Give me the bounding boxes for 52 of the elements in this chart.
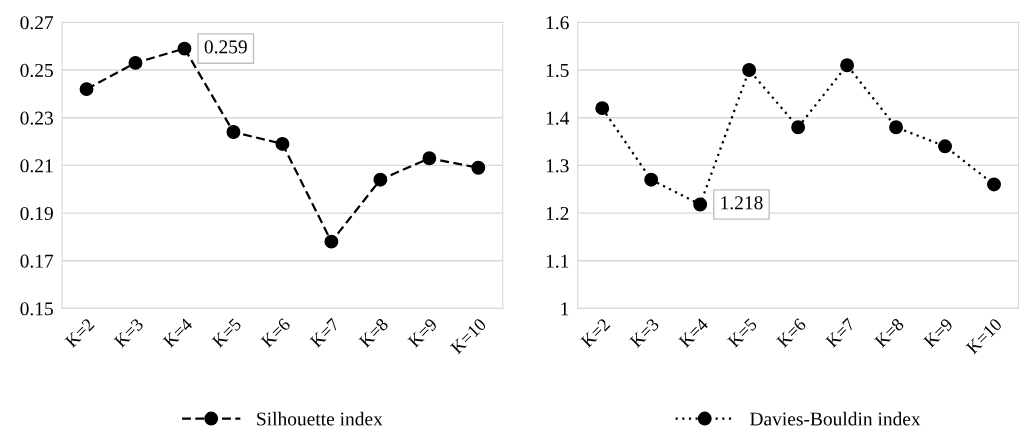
point [177,41,192,56]
y-tick-label: 0.23 [20,111,53,125]
x-tick-label: K=5 [211,317,242,349]
point [226,125,241,139]
x-tick-label: K=5 [727,317,758,349]
point [128,55,143,70]
point [373,172,388,187]
x-tick-label: K=2 [580,317,611,349]
point [275,136,290,151]
point [840,58,855,73]
y-tick-label: 0.27 [20,16,54,30]
y-tick-label: 1.2 [546,206,569,221]
point [987,177,1001,192]
y-tick-label: 0.21 [20,159,53,173]
x-tick-label: K=6 [260,317,292,349]
y-tick-label: 0.17 [20,254,54,268]
point [422,151,437,166]
point [791,120,806,135]
point [324,234,339,249]
point [889,120,904,135]
x-tick-label: K=3 [113,317,144,349]
y-tick-label: 1.4 [546,111,570,125]
point [938,139,952,154]
y-tick-label: 1.6 [546,16,569,30]
y-tick-label: 0.15 [20,302,53,316]
point [471,160,486,175]
x-tick-label: K=4 [678,317,709,349]
point [644,172,659,187]
x-tick-label: K=6 [776,317,807,349]
y-tick-label: 1.3 [546,159,569,173]
y-tick-label: 1.5 [546,63,569,78]
point [742,63,757,77]
x-tick-label: K=2 [64,317,95,349]
x-tick-label: K=3 [629,317,660,349]
x-tick-label: K=8 [873,317,905,349]
point [595,101,610,116]
y-tick-label: 0.25 [20,63,53,78]
point [693,197,708,212]
x-tick-label: K=4 [162,317,194,349]
x-tick-label: K=8 [358,317,389,349]
y-tick-label: 0.19 [20,206,53,221]
y-tick-label: 1.1 [546,254,569,268]
legend-label: Silhouette index [257,411,383,426]
point [79,82,94,97]
x-tick-label: K=7 [825,317,856,349]
annotation: 0.259 [204,40,247,54]
x-tick-label: K=9 [923,317,954,349]
legend-label: Davies-Bouldin index [750,411,921,426]
annotation: 1.218 [721,196,763,210]
x-tick-label: K=7 [309,317,340,349]
y-tick-label: 1 [561,302,569,316]
x-tick-label: K=9 [407,317,438,349]
